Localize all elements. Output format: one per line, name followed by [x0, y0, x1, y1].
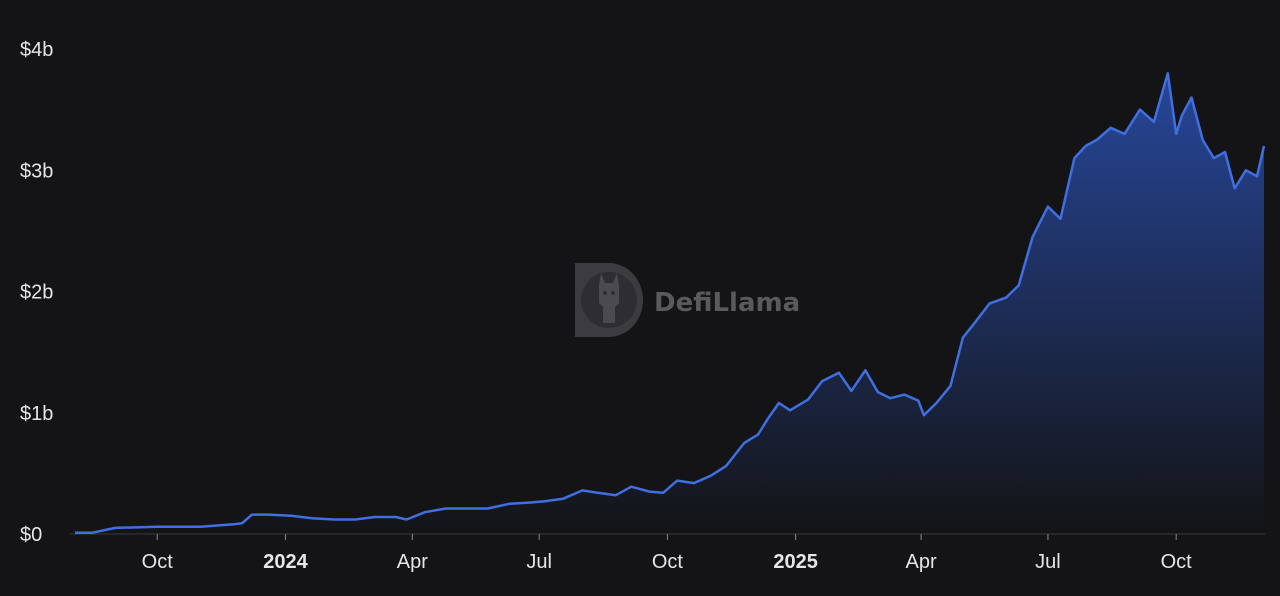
x-tick-label: Jul [526, 551, 552, 573]
x-tick-label: Jul [1035, 551, 1061, 573]
plot-area [74, 72, 1266, 535]
y-tick-label: $0 [20, 524, 42, 546]
x-tick-label: Oct [1161, 551, 1193, 573]
x-tick-label: Apr [397, 551, 428, 573]
llama-logo-icon [575, 263, 643, 337]
x-tick-label: Oct [652, 551, 684, 573]
y-tick-label: $3b [20, 160, 53, 182]
watermark-text: DefiLlama [654, 288, 800, 318]
x-tick-label: Oct [142, 551, 174, 573]
y-axis: $0 $1b $2b $3b $4b [20, 39, 53, 546]
x-tick-label: 2025 [773, 551, 818, 573]
series-line [75, 72, 1266, 535]
series-area [75, 73, 1264, 535]
x-tick-label: 2024 [263, 551, 308, 573]
y-tick-label: $4b [20, 39, 53, 61]
y-tick-label: $1b [20, 403, 53, 425]
y-tick-label: $2b [20, 282, 53, 304]
watermark: DefiLlama [575, 263, 800, 337]
x-tick-label: Apr [906, 551, 937, 573]
x-axis: Oct 2024 Apr Jul Oct 2025 Apr Jul Oct [142, 534, 1193, 573]
